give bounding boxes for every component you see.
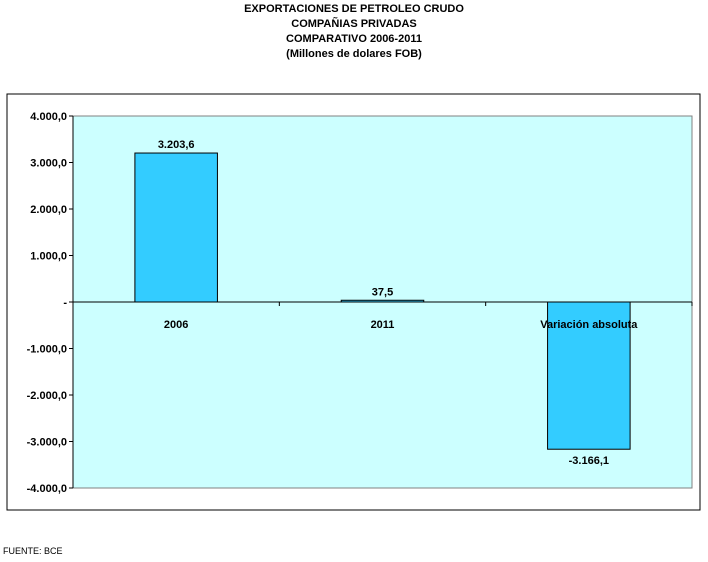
y-tick-label: -1.000,0 bbox=[27, 344, 67, 356]
category-label: Variación absoluta bbox=[540, 319, 638, 331]
category-label: 2011 bbox=[371, 319, 395, 331]
chart-subtitle-companies: COMPAÑIAS PRIVADAS bbox=[291, 18, 417, 30]
y-tick-label: - bbox=[63, 297, 67, 309]
y-tick-label: 1.000,0 bbox=[30, 251, 67, 263]
chart-title-block: EXPORTACIONES DE PETROLEO CRUDO COMPAÑIA… bbox=[0, 2, 708, 62]
y-tick-label: -2.000,0 bbox=[27, 390, 67, 402]
chart-title: EXPORTACIONES DE PETROLEO CRUDO bbox=[244, 3, 464, 15]
data-label: 37,5 bbox=[372, 286, 393, 298]
bars bbox=[134, 152, 631, 450]
bar-variación-absoluta bbox=[547, 301, 631, 450]
y-tick-label: -4.000,0 bbox=[27, 483, 67, 495]
y-axis: 4.000,0 3.000,0 2.000,0 1.000,0 - -1.000,0 -2.… bbox=[27, 111, 74, 495]
source-note: FUENTE: BCE bbox=[3, 546, 63, 556]
y-tick-label: 2.000,0 bbox=[30, 204, 67, 216]
chart-subtitle-period: COMPARATIVO 2006-2011 bbox=[286, 33, 422, 45]
data-label: 3.203,6 bbox=[158, 139, 195, 151]
category-label: 2006 bbox=[164, 319, 188, 331]
bar-2006 bbox=[134, 152, 218, 303]
y-tick-label: -3.000,0 bbox=[27, 437, 67, 449]
y-tick-label: 3.000,0 bbox=[30, 158, 67, 170]
y-tick-label: 4.000,0 bbox=[30, 111, 67, 123]
labels: 3.203,6 2006 37,5 2011 -3.166,1 Variación abs… bbox=[72, 139, 693, 467]
chart-subtitle-units: (Millones de dolares FOB) bbox=[286, 48, 422, 60]
data-label: -3.166,1 bbox=[569, 455, 609, 467]
